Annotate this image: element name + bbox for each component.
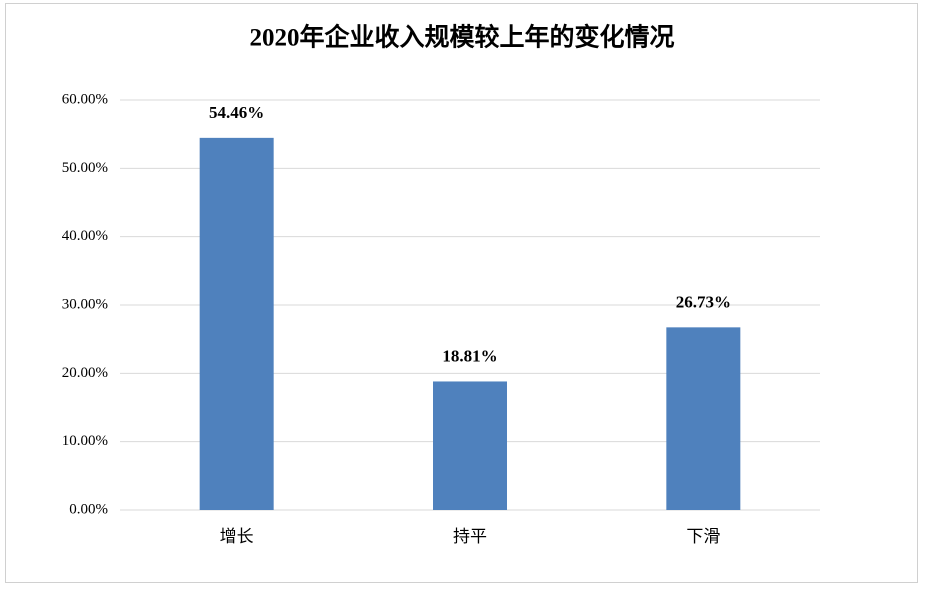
x-tick-label: 持平 [453,527,487,547]
y-tick-label: 20.00% [62,365,108,381]
data-label: 54.46% [209,103,264,122]
x-tick-label: 下滑 [686,527,720,547]
bar [433,381,507,510]
bar [666,327,741,510]
y-tick-label: 40.00% [62,228,108,244]
y-tick-label: 30.00% [62,296,108,312]
y-tick-label: 0.00% [69,501,108,517]
chart-title: 2020年企业收入规模较上年的变化情况 [249,23,674,52]
x-tick-label: 增长 [220,527,254,547]
y-tick-label: 10.00% [62,433,108,449]
bar [199,137,274,510]
data-label: 26.73% [676,292,731,311]
y-tick-label: 60.00% [62,91,108,107]
data-label: 18.81% [442,346,497,365]
y-tick-label: 50.00% [62,160,108,176]
